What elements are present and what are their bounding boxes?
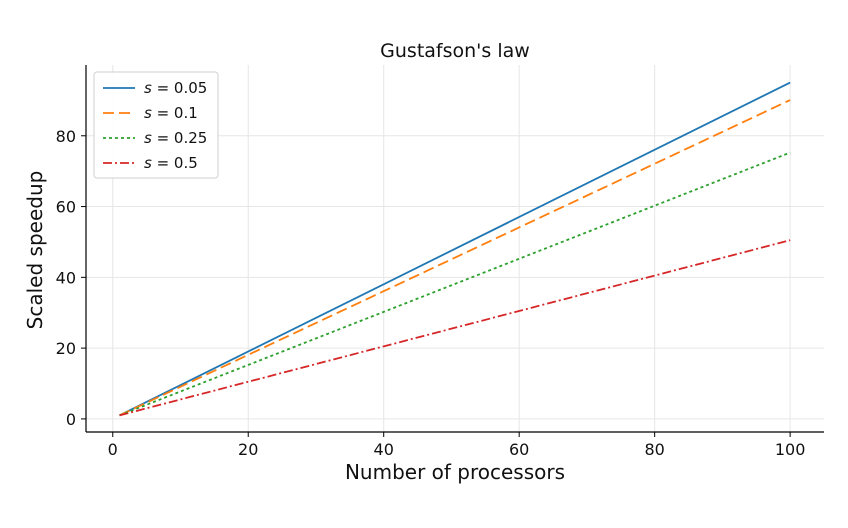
x-tick-label: 40: [374, 440, 394, 459]
legend-box: [93, 71, 219, 179]
legend-label-2: s = 0.25: [144, 129, 207, 147]
legend-value: = 0.05: [152, 79, 208, 97]
legend: s = 0.05s = 0.1s = 0.25s = 0.5: [93, 71, 219, 179]
y-tick-label: 20: [56, 339, 76, 358]
legend-variable: s: [144, 104, 152, 122]
legend-variable: s: [144, 79, 152, 97]
series-line-1: [119, 99, 791, 417]
y-tick-label: 80: [56, 127, 76, 146]
legend-label-1: s = 0.1: [144, 104, 198, 122]
chart-title: Gustafson's law: [380, 40, 530, 62]
x-tick-label: 100: [775, 440, 806, 459]
series-line-3: [119, 239, 791, 417]
legend-variable: s: [144, 129, 152, 147]
axes-layer: 0 20 40 60 80 100 0 20 40 60 80: [56, 65, 824, 459]
legend-value: = 0.5: [152, 154, 198, 172]
y-tick-label: 40: [56, 268, 76, 287]
series-line-0: [119, 81, 791, 417]
y-tick-label: 60: [56, 198, 76, 217]
y-axis-label: Scaled speedup: [23, 171, 47, 330]
x-tick-label: 80: [644, 440, 664, 459]
x-tick-label: 0: [108, 440, 118, 459]
x-tick-label: 60: [509, 440, 529, 459]
legend-variable: s: [144, 154, 152, 172]
legend-label-0: s = 0.05: [144, 79, 207, 97]
series-line-2: [119, 151, 791, 417]
x-axis-label: Number of processors: [345, 460, 565, 484]
legend-value: = 0.1: [152, 104, 198, 122]
y-tick-label: 0: [66, 410, 76, 429]
legend-label-3: s = 0.5: [144, 154, 198, 172]
series-layer: [119, 81, 791, 417]
legend-value: = 0.25: [152, 129, 208, 147]
x-tick-label: 20: [238, 440, 258, 459]
